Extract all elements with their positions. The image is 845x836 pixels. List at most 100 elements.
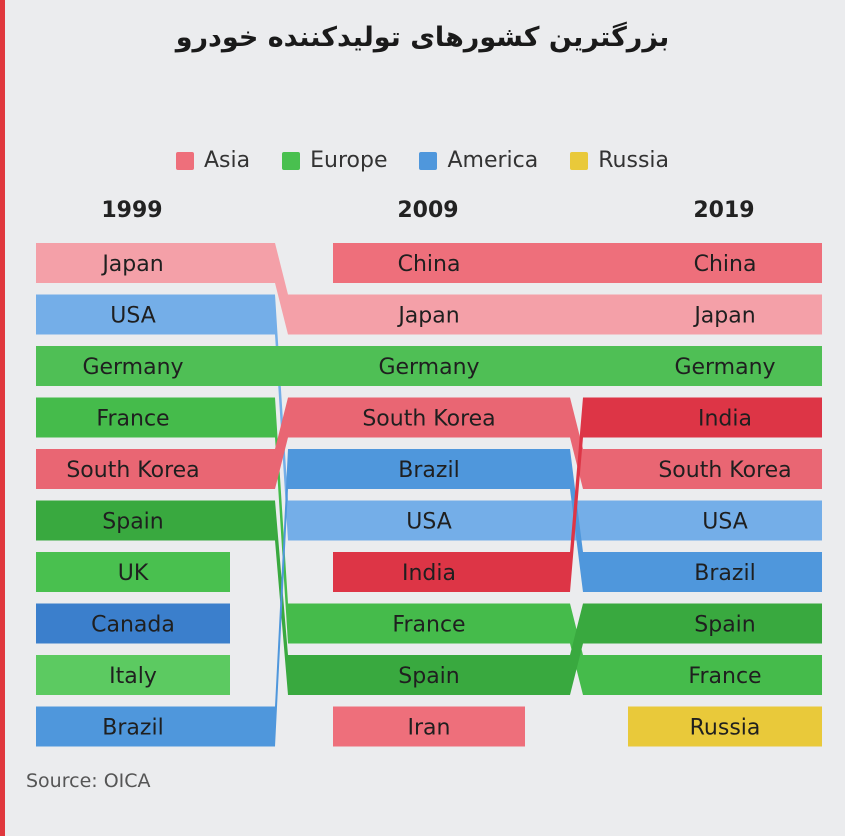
bar-label-germany-2009: Germany [378, 355, 479, 380]
bar-china-2019 [628, 243, 822, 283]
bar-brazil-2019 [628, 552, 822, 592]
bar-label-france-2019: France [688, 664, 761, 689]
bar-japan-1999 [36, 243, 230, 283]
bar-label-india-2019: India [698, 407, 752, 432]
series-usa [36, 294, 822, 541]
bar-south-korea-1999 [36, 449, 230, 489]
connector-south-korea-2009-2019 [525, 397, 628, 489]
bar-germany-2009 [333, 346, 525, 386]
bar-label-china-2019: China [694, 252, 757, 277]
bar-label-france-1999: France [96, 407, 169, 432]
connector-germany-1999-2009 [230, 346, 333, 386]
legend: Asia Europe America Russia [0, 148, 845, 173]
bar-spain-2009 [333, 655, 525, 695]
bar-china-2009 [333, 243, 525, 283]
connector-spain-2009-2019 [525, 603, 628, 695]
connector-brazil-2009-2019 [525, 449, 628, 592]
series-china [333, 243, 822, 283]
year-label-2019: 2019 [693, 198, 755, 223]
series-france [36, 397, 822, 695]
legend-item-america: America [419, 148, 538, 173]
series-brazil [36, 449, 822, 747]
bar-label-germany-1999: Germany [82, 355, 183, 380]
legend-item-asia: Asia [176, 148, 250, 173]
series-japan [36, 243, 822, 335]
legend-swatch-europe [282, 151, 301, 170]
bar-label-brazil-2019: Brazil [694, 561, 755, 586]
bar-france-2009 [333, 603, 525, 644]
connector-france-1999-2009 [230, 397, 333, 644]
bar-brazil-1999 [36, 706, 230, 747]
bar-south-korea-2019 [628, 449, 822, 489]
bar-label-south-korea-2009: South Korea [362, 407, 495, 432]
legend-label-america: America [447, 148, 539, 173]
legend-label-asia: Asia [204, 148, 251, 173]
year-label-2009: 2009 [397, 198, 459, 223]
bar-label-usa-1999: USA [110, 304, 156, 329]
bar-label-russia-2019: Russia [690, 716, 761, 741]
series-uk [36, 552, 230, 592]
bar-france-2019 [628, 655, 822, 695]
year-label-1999: 1999 [101, 198, 163, 223]
series-india [333, 397, 822, 592]
bar-label-japan-2019: Japan [692, 304, 755, 329]
connector-brazil-1999-2009 [230, 449, 333, 747]
bar-label-uk-1999: UK [118, 561, 149, 586]
bar-italy-1999 [36, 655, 230, 695]
bar-russia-2019 [628, 706, 822, 747]
connector-germany-2009-2019 [525, 346, 628, 386]
chart-title: بزرگترین کشورهای تولیدکننده خودرو [175, 22, 670, 53]
bar-label-france-2009: France [392, 613, 465, 638]
connector-japan-2009-2019 [525, 294, 628, 335]
bar-label-italy-1999: Italy [109, 664, 157, 689]
bar-india-2009 [333, 552, 525, 592]
series-south-korea [36, 397, 822, 489]
legend-label-europe: Europe [310, 148, 388, 173]
bar-label-iran-2009: Iran [408, 716, 451, 741]
series-russia [628, 706, 822, 747]
connector-japan-1999-2009 [230, 243, 333, 335]
bar-japan-2019 [628, 294, 822, 335]
bar-label-canada-1999: Canada [91, 613, 175, 638]
legend-swatch-america [419, 151, 438, 170]
bar-label-india-2009: India [402, 561, 456, 586]
bar-germany-1999 [36, 346, 230, 386]
connector-south-korea-1999-2009 [230, 397, 333, 489]
bar-label-brazil-1999: Brazil [102, 716, 163, 741]
bar-label-brazil-2009: Brazil [398, 458, 459, 483]
accent-bar [0, 0, 5, 836]
legend-item-russia: Russia [570, 148, 669, 173]
bar-south-korea-2009 [333, 397, 525, 438]
bar-iran-2009 [333, 706, 525, 747]
bar-japan-2009 [333, 294, 525, 335]
bar-label-south-korea-1999: South Korea [66, 458, 199, 483]
bar-usa-2009 [333, 500, 525, 541]
bar-label-south-korea-2019: South Korea [658, 458, 791, 483]
connector-china-2009-2019 [525, 243, 628, 283]
series-italy [36, 655, 230, 695]
bar-germany-2019 [628, 346, 822, 386]
bar-label-usa-2019: USA [702, 510, 748, 535]
source-note: Source: OICA [26, 770, 151, 792]
connector-india-2009-2019 [525, 397, 628, 592]
legend-swatch-asia [176, 151, 194, 170]
bar-india-2019 [628, 397, 822, 438]
bar-label-spain-2009: Spain [398, 664, 459, 689]
bar-label-spain-1999: Spain [102, 510, 163, 535]
bar-france-1999 [36, 397, 230, 438]
series-iran [333, 706, 525, 747]
bar-label-germany-2019: Germany [674, 355, 775, 380]
bar-label-usa-2009: USA [406, 510, 452, 535]
bar-label-spain-2019: Spain [694, 613, 755, 638]
bar-usa-2019 [628, 500, 822, 541]
connector-usa-1999-2009 [230, 294, 333, 541]
bar-spain-1999 [36, 500, 230, 541]
legend-label-russia: Russia [598, 148, 669, 173]
series-germany [36, 346, 822, 386]
bar-canada-1999 [36, 603, 230, 644]
bar-label-china-2009: China [398, 252, 461, 277]
bar-label-japan-2009: Japan [396, 304, 459, 329]
bar-label-japan-1999: Japan [100, 252, 163, 277]
series-canada [36, 603, 230, 644]
